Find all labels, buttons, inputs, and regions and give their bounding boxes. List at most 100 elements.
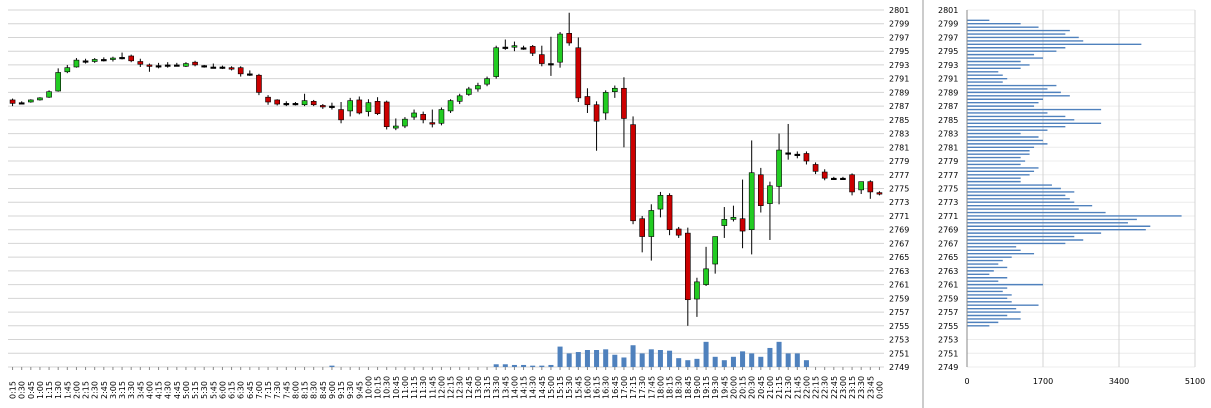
- profile-y-tick-label: 2783: [938, 130, 958, 139]
- x-tick-label: 22:45: [830, 376, 839, 399]
- candle-body-down: [201, 65, 207, 68]
- volume-bar: [566, 353, 572, 367]
- price-y-tick-label: 2767: [889, 239, 909, 248]
- candle-body-up: [55, 72, 61, 92]
- x-tick-label: 0:00: [875, 381, 884, 399]
- x-tick-label: 19:00: [693, 376, 702, 399]
- volume-bar: [639, 353, 645, 367]
- candle-body-down: [867, 181, 874, 193]
- x-tick-label: 7:00: [255, 381, 264, 399]
- candle-body-down: [821, 171, 828, 179]
- volume-bar: [758, 356, 764, 367]
- profile-y-tick-label: 2761: [938, 281, 958, 290]
- x-tick-label: 1:15: [45, 381, 54, 399]
- candle-body-up: [164, 64, 171, 67]
- profile-y-tick-label: 2759: [938, 294, 958, 303]
- x-tick-label: 14:45: [538, 376, 547, 399]
- candle-body-up: [520, 47, 527, 50]
- candle-body-up: [28, 99, 34, 103]
- candle-body-down: [274, 99, 280, 105]
- volume-bar: [530, 365, 536, 367]
- x-tick-label: 23:15: [848, 376, 857, 399]
- volume-bar: [648, 349, 654, 367]
- x-tick-label: 22:30: [821, 376, 830, 399]
- x-tick-label: 17:15: [629, 376, 638, 399]
- candle-body-up: [703, 268, 709, 285]
- candle-body-up: [612, 87, 618, 92]
- x-tick-label: 17:30: [638, 376, 647, 399]
- candle-body-down: [374, 101, 381, 114]
- x-tick-label: 23:45: [866, 376, 875, 399]
- x-tick-label: 1:00: [36, 381, 45, 399]
- x-tick-label: 3:00: [109, 381, 118, 399]
- x-tick-label: 17:00: [620, 376, 629, 399]
- volume-bar: [557, 346, 563, 367]
- price-y-tick-label: 2787: [889, 102, 909, 111]
- candle-body-up: [183, 63, 189, 67]
- candle-body-down: [849, 174, 855, 193]
- candle-body-down: [128, 55, 134, 62]
- price-y-tick-label: 2775: [889, 185, 909, 194]
- x-tick-label: 8:30: [310, 381, 319, 399]
- x-tick-label: 5:45: [209, 381, 218, 399]
- price-y-tick-label: 2801: [889, 6, 909, 15]
- candle-body-up: [831, 177, 837, 181]
- candle-body-up: [447, 100, 454, 112]
- x-tick-label: 23:30: [857, 376, 866, 399]
- x-tick-label: 7:30: [273, 381, 282, 399]
- x-tick-label: 11:00: [401, 376, 410, 399]
- x-tick-label: 10:30: [383, 376, 392, 399]
- volume-bar: [603, 349, 609, 367]
- candle-body-down: [356, 99, 363, 114]
- x-tick-label: 11:45: [428, 376, 437, 399]
- candle-body-up: [694, 281, 700, 300]
- volume-bar: [740, 351, 746, 367]
- candle-body-down: [785, 152, 791, 155]
- x-tick-label: 12:15: [447, 376, 456, 399]
- profile-y-tick-label: 2763: [938, 267, 958, 276]
- candle-body-down: [429, 122, 436, 125]
- profile-y-tick-label: 2755: [938, 322, 958, 331]
- volume-bar: [685, 360, 691, 367]
- profile-y-tick-label: 2787: [938, 102, 958, 111]
- x-tick-label: 19:30: [711, 376, 720, 399]
- price-y-tick-label: 2763: [889, 267, 909, 276]
- candle-body-up: [794, 153, 801, 156]
- x-tick-label: 14:15: [520, 376, 529, 399]
- x-tick-label: 12:00: [437, 376, 446, 399]
- candle-body-up: [64, 67, 71, 73]
- candle-body-down: [803, 153, 810, 162]
- volume-bar: [548, 364, 554, 367]
- x-tick-label: 9:30: [346, 381, 355, 399]
- x-tick-label: 16:15: [593, 376, 602, 399]
- candle-body-down: [584, 96, 591, 106]
- profile-y-tick-label: 2757: [938, 308, 958, 317]
- candle-body-up: [776, 149, 782, 187]
- x-tick-label: 5:00: [182, 381, 191, 399]
- volume-bar: [667, 350, 673, 367]
- candle-body-down: [137, 61, 144, 65]
- profile-y-tick-label: 2767: [938, 239, 958, 248]
- candle-body-up: [858, 181, 864, 191]
- price-y-tick-label: 2773: [889, 198, 909, 207]
- volume-bar: [794, 353, 800, 367]
- candle-body-down: [529, 46, 536, 54]
- x-tick-label: 1:30: [54, 381, 63, 399]
- candle-body-up: [484, 78, 490, 85]
- x-tick-label: 13:45: [501, 376, 510, 399]
- x-tick-label: 6:00: [218, 381, 227, 399]
- profile-y-tick-label: 2795: [938, 47, 958, 56]
- volume-bar: [502, 364, 508, 367]
- candle-body-down: [575, 47, 582, 99]
- x-tick-label: 18:45: [684, 376, 693, 399]
- x-tick-label: 12:30: [456, 376, 465, 399]
- candle-body-up: [602, 92, 609, 114]
- profile-y-tick-label: 2753: [938, 336, 958, 345]
- candle-body-down: [192, 61, 198, 66]
- price-y-tick-label: 2779: [889, 157, 909, 166]
- x-tick-label: 2:45: [100, 381, 109, 399]
- volume-bar: [703, 341, 709, 367]
- price-y-tick-label: 2785: [889, 116, 909, 125]
